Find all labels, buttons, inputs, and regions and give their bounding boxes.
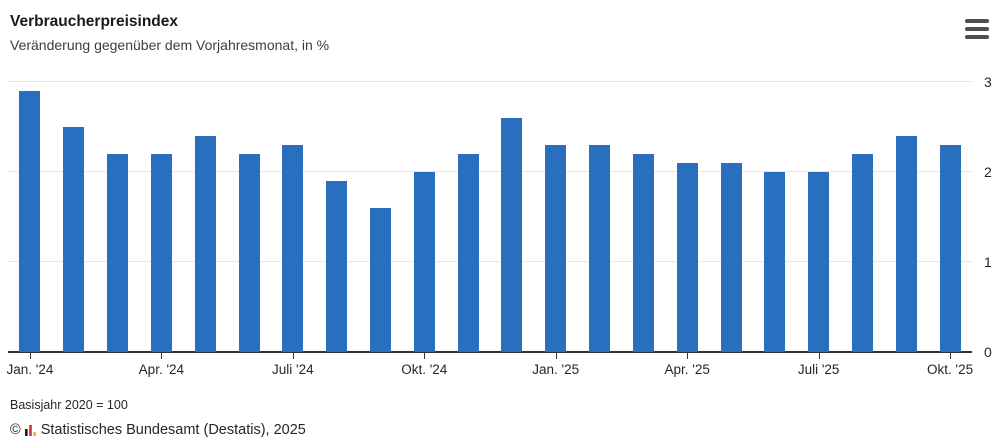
x-axis-label-Jan. '24: Jan. '24	[6, 362, 54, 377]
base-year-note: Basisjahr 2020 = 100	[10, 398, 128, 412]
y-axis-label-1: 1	[984, 254, 992, 270]
plot-area	[8, 81, 972, 353]
x-axis-label-Apr. '24: Apr. '24	[138, 362, 185, 377]
gridline-3	[8, 81, 972, 82]
bar-Juli '25[interactable]	[808, 172, 830, 352]
bar-März '24[interactable]	[107, 154, 129, 352]
x-axis-label-Okt. '25: Okt. '25	[927, 362, 974, 377]
x-axis-label-Okt. '24: Okt. '24	[401, 362, 448, 377]
bar-Apr. '25[interactable]	[676, 163, 698, 352]
bar-Mai '24[interactable]	[194, 136, 216, 352]
bar-Apr. '24[interactable]	[150, 154, 172, 352]
bar-Juni '24[interactable]	[238, 154, 260, 352]
hamburger-bar	[965, 19, 989, 23]
bar-Juli '24[interactable]	[282, 145, 304, 352]
hamburger-bar	[965, 35, 989, 39]
gridline-2	[8, 171, 972, 172]
x-axis-tick-Jan. '25	[555, 353, 557, 359]
x-axis-tick-Okt. '24	[424, 353, 426, 359]
bar-Jan. '25[interactable]	[545, 145, 567, 352]
x-axis-tick-Okt. '25	[950, 353, 952, 359]
bar-Aug. '25[interactable]	[851, 154, 873, 352]
bar-Sep. '25[interactable]	[895, 136, 917, 352]
bar-Juni '25[interactable]	[764, 172, 786, 352]
bar-März '25[interactable]	[632, 154, 654, 352]
bar-Mai '25[interactable]	[720, 163, 742, 352]
x-axis-label-Juli '24: Juli '24	[272, 362, 314, 377]
source-credit-link[interactable]: © Statistisches Bundesamt (Destatis), 20…	[10, 422, 306, 438]
y-axis-label-3: 3	[984, 74, 992, 90]
x-axis-line	[8, 351, 972, 353]
chart-subtitle: Veränderung gegenüber dem Vorjahresmonat…	[10, 37, 330, 53]
source-text: Statistisches Bundesamt (Destatis), 2025	[40, 422, 306, 438]
bar-Aug. '24[interactable]	[326, 181, 348, 352]
bar-Jan. '24[interactable]	[19, 91, 41, 352]
bar-Okt. '24[interactable]	[413, 172, 435, 352]
destatis-logo-icon	[24, 424, 37, 436]
x-axis-label-Apr. '25: Apr. '25	[664, 362, 710, 377]
y-axis-label-2: 2	[984, 164, 992, 180]
bar-Feb. '24[interactable]	[63, 127, 85, 352]
x-axis-label-Juli '25: Juli '25	[797, 362, 840, 377]
bar-Feb. '25[interactable]	[589, 145, 611, 352]
bar-chart: 0 1 2 3 Jan. '24 Apr. '24 Juli '24 Okt. '24 Jan.…	[6, 74, 991, 377]
x-axis-tick-Juli '25	[818, 353, 820, 359]
hamburger-menu-icon[interactable]	[965, 17, 991, 41]
bar-Dez. '24[interactable]	[501, 118, 523, 352]
x-axis-tick-Jan. '24	[29, 353, 31, 359]
bar-Nov. '24[interactable]	[457, 154, 479, 352]
x-axis-tick-Apr. '24	[161, 353, 163, 359]
x-axis-label-Jan. '25: Jan. '25	[532, 362, 580, 377]
y-axis-label-0: 0	[984, 344, 992, 360]
bar-Okt. '25[interactable]	[939, 145, 961, 352]
hamburger-bar	[965, 27, 989, 31]
bar-Sep. '24[interactable]	[369, 208, 391, 352]
x-axis-tick-Juli '24	[292, 353, 294, 359]
gridline-1	[8, 261, 972, 262]
chart-title: Verbraucherpreisindex	[10, 13, 178, 30]
copyright-symbol: ©	[10, 422, 21, 438]
x-axis-tick-Apr. '25	[687, 353, 689, 359]
